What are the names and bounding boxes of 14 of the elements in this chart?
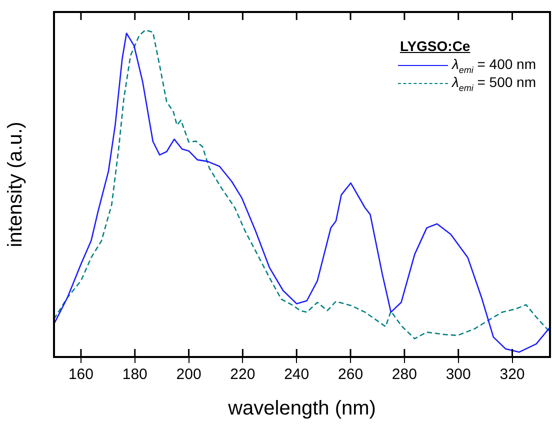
x-tick-label: 200	[176, 366, 202, 384]
x-tick-label: 220	[230, 366, 256, 384]
x-axis-title: wavelength (nm)	[227, 398, 376, 420]
x-tick-label: 160	[68, 366, 94, 384]
x-tick-label: 180	[122, 366, 148, 384]
y-axis-title: intensity (a.u.)	[4, 122, 27, 248]
x-tick-label: 280	[392, 366, 417, 384]
legend-title: LYGSO:Ce	[400, 38, 472, 54]
x-tick-label: 240	[284, 366, 310, 384]
x-tick-label: 300	[446, 366, 471, 384]
x-tick-label: 260	[338, 366, 364, 384]
legend-label: λ$_{emi}$ = 500 nm	[452, 74, 536, 92]
x-tick-label: 320	[500, 366, 525, 384]
legend-label: λ$_{emi}$ = 400 nm	[452, 56, 536, 74]
